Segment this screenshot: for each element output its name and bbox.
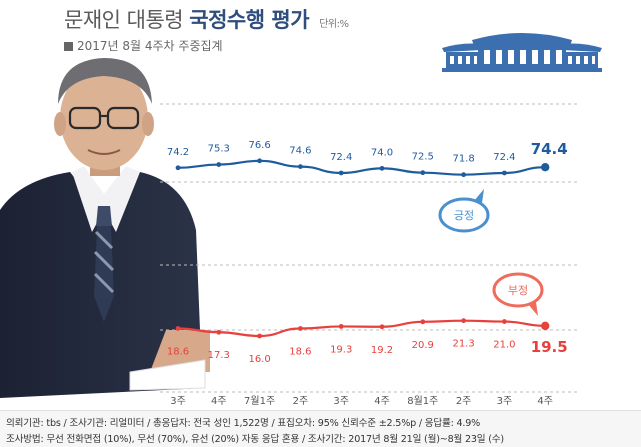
legend-bubble-negative: 부정	[492, 272, 544, 316]
data-point	[541, 162, 550, 172]
data-label: 76.6	[248, 140, 270, 151]
data-point	[461, 172, 466, 178]
data-label: 74.2	[167, 147, 189, 158]
page-title: 문재인 대통령 국정수행 평가 단위:%	[64, 4, 349, 34]
data-point	[338, 170, 344, 176]
legend-bubble-negative-shape	[492, 272, 544, 308]
data-point	[216, 162, 222, 167]
data-point	[379, 324, 385, 330]
data-point	[502, 319, 507, 324]
data-point	[216, 329, 222, 335]
title-light: 문재인 대통령	[64, 8, 184, 32]
legend-bubble-positive-tail	[474, 189, 484, 203]
data-point	[257, 333, 262, 339]
data-point	[420, 319, 426, 325]
square-bullet-icon	[64, 42, 73, 51]
x-tick-label: 7월1주	[244, 395, 275, 407]
footer-line-1: 의뢰기관: tbs / 조사기관: 리얼미터 / 총응답자: 전국 성인 1,5…	[6, 418, 481, 429]
blue-house-icon	[442, 33, 602, 72]
data-label: 72.4	[493, 152, 515, 163]
data-label: 74.6	[289, 146, 311, 157]
data-point	[257, 158, 262, 164]
header: 문재인 대통령 국정수행 평가 단위:% 2017년 8월 4주차 주중집계	[64, 4, 349, 54]
data-label: 18.6	[167, 346, 189, 357]
data-point	[502, 170, 507, 176]
x-tick-label: 2주	[456, 396, 472, 407]
series-line-긍정	[177, 159, 546, 176]
data-label: 75.3	[208, 144, 230, 155]
subtitle-text: 2017년 8월 4주차 주중집계	[77, 39, 223, 53]
data-label: 21.3	[452, 339, 474, 350]
data-point	[379, 165, 385, 171]
legend-bubble-positive: 긍정	[438, 189, 490, 233]
x-tick-label: 3주	[497, 396, 513, 407]
survey-footer: 의뢰기관: tbs / 조사기관: 리얼미터 / 총응답자: 전국 성인 1,5…	[0, 410, 641, 447]
legend-bubble-positive-shape	[438, 197, 490, 233]
x-tick-label: 3주	[333, 396, 349, 407]
subtitle: 2017년 8월 4주차 주중집계	[64, 37, 349, 54]
legend-bubble-negative-tail	[528, 302, 538, 316]
legend-bubble-positive-text: 긍정	[454, 209, 474, 222]
data-label: 71.8	[452, 154, 474, 165]
title-bold: 국정수행 평가	[189, 8, 310, 32]
x-tick-label: 2주	[293, 396, 309, 407]
data-label: 19.5	[531, 338, 568, 356]
data-label: 19.3	[330, 344, 352, 355]
data-point	[175, 165, 181, 171]
footer-line-2: 조사방법: 무선 전화면접 (10%), 무선 (70%), 유선 (20%) …	[6, 434, 504, 445]
president-portrait	[0, 58, 210, 398]
data-point	[461, 318, 466, 324]
data-point	[298, 326, 303, 331]
data-label: 18.6	[289, 346, 311, 357]
data-point	[420, 170, 426, 176]
data-label: 74.0	[371, 147, 393, 158]
data-point	[298, 164, 303, 170]
data-label: 74.4	[531, 140, 568, 158]
x-tick-label: 8월1주	[407, 395, 438, 407]
series-line-부정	[177, 319, 546, 338]
legend-bubble-negative-text: 부정	[508, 284, 528, 297]
data-label: 72.4	[330, 152, 352, 163]
data-point	[541, 321, 550, 331]
data-label: 72.5	[412, 152, 434, 163]
x-tick-label: 3주	[170, 396, 186, 407]
data-point	[175, 326, 181, 331]
data-point	[338, 324, 344, 329]
data-label: 17.3	[208, 350, 230, 361]
data-label: 19.2	[371, 345, 393, 356]
x-tick-label: 4주	[374, 396, 390, 407]
unit-label: 단위:%	[319, 19, 349, 30]
data-label: 21.0	[493, 340, 515, 351]
x-tick-label: 4주	[537, 396, 553, 407]
x-tick-label: 4주	[211, 396, 227, 407]
data-label: 16.0	[248, 354, 270, 365]
data-label: 20.9	[412, 340, 434, 351]
